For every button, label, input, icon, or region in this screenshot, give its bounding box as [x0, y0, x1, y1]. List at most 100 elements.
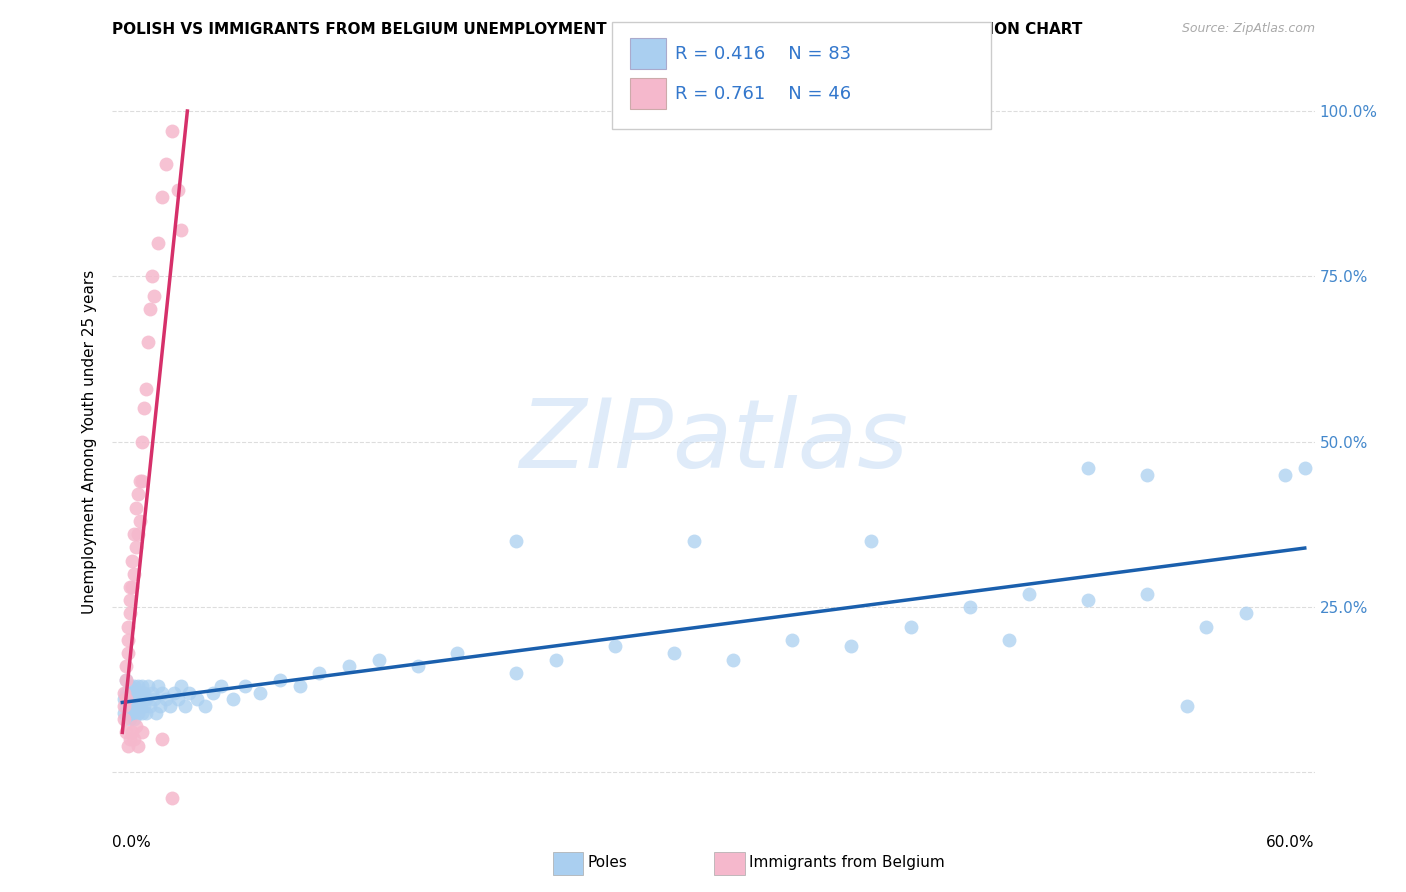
Point	[1077, 593, 1099, 607]
Point	[121, 686, 143, 700]
Point	[505, 533, 527, 548]
Point	[131, 706, 153, 720]
Point	[136, 679, 159, 693]
Point	[159, 698, 181, 713]
Point	[112, 712, 135, 726]
Point	[1294, 461, 1316, 475]
Point	[121, 580, 143, 594]
Point	[194, 698, 217, 713]
Point	[1175, 698, 1198, 713]
Text: Source: ZipAtlas.com: Source: ZipAtlas.com	[1181, 22, 1315, 36]
Point	[166, 183, 188, 197]
Point	[117, 619, 139, 633]
Point	[186, 692, 208, 706]
Point	[179, 686, 201, 700]
Point	[249, 686, 271, 700]
Point	[860, 533, 883, 548]
Point	[1195, 619, 1218, 633]
Point	[135, 382, 157, 396]
Point	[122, 712, 145, 726]
Point	[1274, 467, 1296, 482]
Point	[446, 646, 468, 660]
Point	[131, 434, 153, 449]
Point	[127, 679, 149, 693]
Point	[662, 646, 685, 660]
Point	[155, 157, 177, 171]
Point	[117, 632, 139, 647]
Point	[122, 566, 145, 581]
Point	[117, 692, 139, 706]
Point	[337, 659, 360, 673]
Point	[170, 679, 193, 693]
Point	[129, 474, 152, 488]
Point	[174, 698, 197, 713]
Point	[131, 679, 153, 693]
Point	[841, 640, 863, 654]
Text: 60.0%: 60.0%	[1267, 836, 1315, 850]
Point	[308, 665, 330, 680]
Point	[1136, 467, 1159, 482]
Point	[129, 514, 152, 528]
Point	[115, 698, 138, 713]
Point	[145, 706, 167, 720]
Point	[125, 541, 148, 555]
Point	[120, 607, 142, 621]
Point	[120, 712, 142, 726]
Point	[141, 269, 163, 284]
Point	[132, 401, 155, 416]
Point	[112, 698, 135, 713]
Point	[115, 692, 138, 706]
Text: POLISH VS IMMIGRANTS FROM BELGIUM UNEMPLOYMENT AMONG YOUTH UNDER 25 YEARS CORREL: POLISH VS IMMIGRANTS FROM BELGIUM UNEMPL…	[112, 22, 1083, 37]
Point	[1136, 586, 1159, 600]
Point	[125, 686, 148, 700]
Point	[136, 335, 159, 350]
Point	[117, 739, 139, 753]
Point	[367, 653, 389, 667]
Point	[127, 698, 149, 713]
Point	[129, 692, 152, 706]
Point	[120, 731, 142, 746]
Point	[723, 653, 745, 667]
Point	[155, 692, 177, 706]
Point	[127, 487, 149, 501]
Point	[121, 706, 143, 720]
Point	[682, 533, 704, 548]
Point	[120, 679, 142, 693]
Point	[160, 124, 183, 138]
Point	[1234, 607, 1257, 621]
Point	[120, 580, 142, 594]
Point	[131, 474, 153, 488]
Point	[142, 289, 165, 303]
Point	[127, 527, 149, 541]
Point	[117, 686, 139, 700]
Point	[125, 500, 148, 515]
Point	[121, 692, 143, 706]
Point	[505, 665, 527, 680]
Point	[121, 725, 143, 739]
Point	[406, 659, 429, 673]
Point	[222, 692, 245, 706]
Point	[998, 632, 1021, 647]
Point	[115, 673, 138, 687]
Point	[115, 659, 138, 673]
Point	[129, 686, 152, 700]
Point	[1018, 586, 1040, 600]
Text: 0.0%: 0.0%	[112, 836, 152, 850]
Y-axis label: Unemployment Among Youth under 25 years: Unemployment Among Youth under 25 years	[82, 269, 97, 614]
Point	[166, 692, 188, 706]
Point	[115, 673, 138, 687]
Point	[170, 223, 193, 237]
Text: Immigrants from Belgium: Immigrants from Belgium	[749, 855, 945, 870]
Point	[131, 725, 153, 739]
Point	[150, 190, 173, 204]
Point	[209, 679, 232, 693]
Point	[117, 706, 139, 720]
Point	[139, 698, 162, 713]
Point	[125, 692, 148, 706]
Text: ZIPatlas: ZIPatlas	[519, 395, 908, 488]
Point	[142, 692, 165, 706]
Point	[146, 236, 169, 251]
Point	[959, 599, 981, 614]
Point	[135, 692, 157, 706]
Point	[112, 706, 135, 720]
